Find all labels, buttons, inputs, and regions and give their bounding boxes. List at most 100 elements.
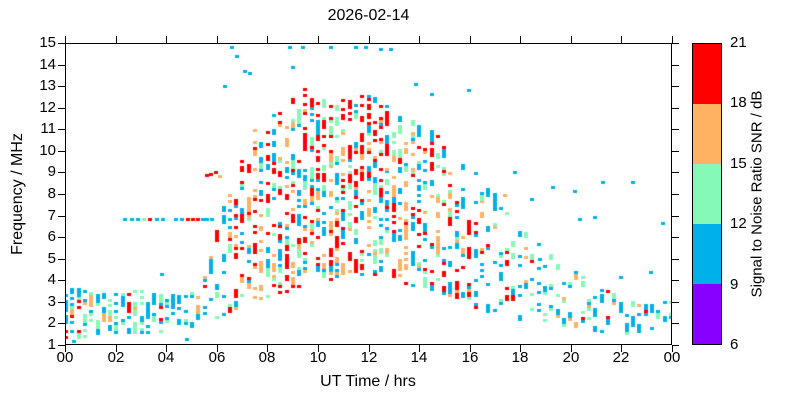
scatter-plot-area: [66, 44, 671, 344]
x-tick-label: 04: [157, 349, 175, 366]
tick-mark: [58, 345, 65, 346]
tick-mark: [672, 194, 679, 195]
tick-mark: [672, 151, 679, 152]
y-tick-label: 15: [39, 34, 56, 51]
y-tick-label: 6: [47, 228, 56, 245]
tick-mark: [58, 43, 65, 44]
plot-frame: [65, 43, 672, 345]
colorbar-segment: [693, 284, 721, 344]
tick-mark: [58, 323, 65, 324]
colorbar-segment: [693, 44, 721, 104]
tick-mark: [672, 345, 679, 346]
x-tick-label: 08: [258, 349, 276, 366]
tick-mark: [520, 36, 521, 43]
tick-mark: [267, 345, 268, 352]
tick-mark: [58, 194, 65, 195]
tick-mark: [571, 36, 572, 43]
y-tick-label: 3: [47, 293, 56, 310]
tick-mark: [58, 65, 65, 66]
tick-mark: [672, 216, 679, 217]
tick-mark: [217, 345, 218, 352]
tick-mark: [419, 345, 420, 352]
y-axis-title: Frequency / MHz: [9, 133, 26, 255]
tick-mark: [672, 302, 679, 303]
x-tick-label: 20: [562, 349, 580, 366]
x-tick-label: 22: [612, 349, 630, 366]
x-tick-label: 00: [56, 349, 74, 366]
colorbar-tick-label: 9: [730, 275, 739, 293]
colorbar-title: Signal to Noise Ratio SNR / dB: [748, 90, 766, 298]
tick-mark: [672, 36, 673, 43]
y-tick-label: 11: [40, 120, 56, 137]
tick-mark: [58, 86, 65, 87]
tick-mark: [65, 36, 66, 43]
y-tick-label: 4: [47, 271, 56, 288]
y-tick-label: 5: [47, 250, 56, 267]
y-tick-label: 10: [39, 142, 56, 159]
y-tick-label: 9: [47, 163, 56, 180]
tick-mark: [58, 172, 65, 173]
tick-mark: [571, 345, 572, 352]
tick-mark: [419, 36, 420, 43]
tick-mark: [520, 345, 521, 352]
tick-mark: [621, 36, 622, 43]
tick-mark: [672, 172, 679, 173]
x-tick-label: 02: [107, 349, 125, 366]
tick-mark: [621, 345, 622, 352]
colorbar-segment: [693, 224, 721, 284]
colorbar-tick-label: 21: [730, 34, 747, 51]
colorbar-tick-label: 6: [730, 336, 739, 353]
tick-mark: [672, 108, 679, 109]
x-tick-label: 00: [663, 349, 681, 366]
tick-mark: [672, 345, 673, 352]
tick-mark: [58, 280, 65, 281]
x-tick-label: 12: [360, 349, 378, 366]
tick-mark: [58, 259, 65, 260]
tick-mark: [58, 237, 65, 238]
tick-mark: [369, 36, 370, 43]
tick-mark: [65, 345, 66, 352]
tick-mark: [470, 345, 471, 352]
tick-mark: [58, 151, 65, 152]
tick-mark: [116, 36, 117, 43]
tick-mark: [58, 302, 65, 303]
colorbar-segment: [693, 104, 721, 164]
tick-mark: [672, 280, 679, 281]
y-tick-label: 8: [47, 185, 56, 202]
tick-mark: [672, 129, 679, 130]
colorbar-tick-label: 15: [730, 154, 747, 172]
colorbar: [692, 43, 722, 345]
x-tick-label: 06: [208, 349, 226, 366]
tick-mark: [672, 237, 679, 238]
colorbar-segment: [693, 164, 721, 224]
tick-mark: [672, 43, 679, 44]
x-tick-label: 14: [410, 349, 428, 366]
tick-mark: [318, 36, 319, 43]
tick-mark: [672, 65, 679, 66]
tick-mark: [318, 345, 319, 352]
tick-mark: [58, 108, 65, 109]
y-tick-label: 13: [39, 77, 56, 94]
tick-mark: [672, 323, 679, 324]
y-tick-label: 2: [47, 314, 56, 331]
tick-mark: [672, 86, 679, 87]
y-tick-label: 1: [47, 336, 56, 353]
tick-mark: [166, 345, 167, 352]
tick-mark: [166, 36, 167, 43]
x-tick-label: 18: [511, 349, 529, 366]
tick-mark: [58, 216, 65, 217]
colorbar-tick-label: 18: [730, 94, 747, 112]
tick-mark: [217, 36, 218, 43]
colorbar-tick-label: 12: [730, 215, 747, 233]
tick-mark: [58, 129, 65, 130]
chart-title: 2026-02-14: [327, 7, 410, 24]
y-tick-label: 7: [47, 207, 56, 224]
x-tick-label: 10: [309, 349, 327, 366]
tick-mark: [470, 36, 471, 43]
tick-mark: [369, 345, 370, 352]
y-tick-label: 12: [39, 99, 56, 116]
y-tick-label: 14: [39, 56, 56, 73]
tick-mark: [672, 259, 679, 260]
x-tick-label: 16: [461, 349, 479, 366]
